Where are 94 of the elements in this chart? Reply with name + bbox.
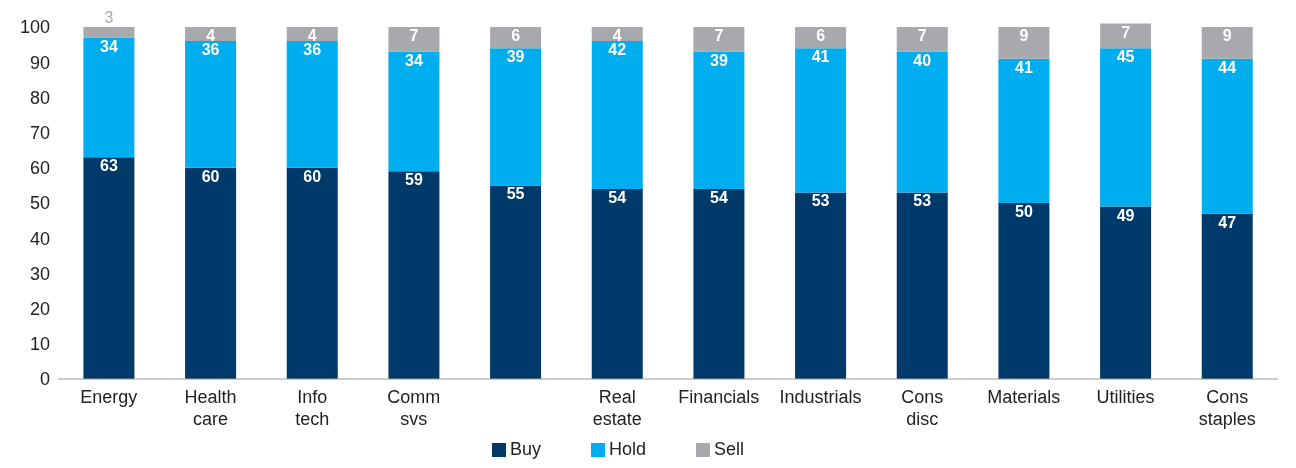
- bar: [1100, 23, 1152, 49]
- data-label: 54: [608, 188, 627, 206]
- data-label: 50: [1015, 203, 1033, 221]
- bar: [185, 167, 237, 379]
- bar: [388, 27, 440, 52]
- bar: [286, 41, 338, 168]
- data-label: 9: [1019, 27, 1029, 45]
- bar: [693, 51, 745, 189]
- y-tick-label: 60: [29, 158, 50, 179]
- bar: [795, 48, 847, 193]
- data-label: 47: [1218, 213, 1237, 231]
- bar: [388, 51, 440, 172]
- y-tick-label: 90: [29, 52, 50, 73]
- bar: [185, 41, 237, 168]
- data-label: 39: [710, 51, 728, 69]
- y-tick-label: 100: [19, 17, 50, 38]
- y-tick-label: 50: [29, 193, 50, 214]
- bar: [490, 48, 542, 186]
- data-label: 34: [100, 37, 118, 55]
- legend-label: Sell: [714, 439, 745, 459]
- data-label: 41: [1015, 58, 1033, 76]
- bar: [388, 171, 440, 379]
- bar: [1100, 206, 1152, 379]
- bar: [896, 27, 948, 52]
- bar: [998, 27, 1050, 59]
- data-label: 53: [913, 192, 932, 210]
- y-tick-label: 80: [29, 87, 50, 108]
- x-tick-label: Materials: [987, 387, 1061, 407]
- x-tick-label: Cons staples: [1198, 387, 1256, 429]
- bar: [795, 192, 847, 379]
- data-label: 7: [1121, 23, 1131, 41]
- data-label: 63: [100, 157, 118, 175]
- x-tick-label: Comm svs: [387, 387, 441, 429]
- data-label: 3: [104, 9, 114, 27]
- data-label: 34: [405, 51, 423, 69]
- bar: [286, 27, 338, 42]
- data-label: 60: [201, 167, 220, 185]
- legend-label: Buy: [509, 439, 541, 459]
- bar: [83, 37, 135, 158]
- x-tick-label: Utilities: [1096, 387, 1155, 407]
- data-label: 42: [608, 41, 627, 59]
- y-tick-label: 70: [29, 123, 50, 144]
- data-label: 45: [1116, 48, 1135, 66]
- x-tick-label: Real estate: [592, 387, 642, 429]
- bar: [591, 188, 643, 379]
- x-tick-label: Financials: [678, 387, 760, 407]
- data-label: 7: [409, 27, 419, 45]
- bar: [693, 188, 745, 379]
- bar: [1201, 58, 1253, 214]
- bar: [591, 27, 643, 42]
- x-tick-label: Industrials: [779, 387, 862, 407]
- data-label: 55: [506, 185, 525, 203]
- bar: [490, 27, 542, 49]
- data-label: 41: [811, 48, 830, 66]
- bar: [490, 185, 542, 379]
- y-tick-label: 30: [29, 263, 50, 284]
- x-tick-label: Info tech: [295, 387, 330, 429]
- legend-label: Hold: [608, 439, 647, 459]
- data-label: 9: [1222, 27, 1232, 45]
- bar: [286, 167, 338, 379]
- data-label: 36: [303, 41, 322, 59]
- bar: [896, 51, 948, 193]
- data-label: 6: [816, 27, 826, 45]
- bar: [1201, 213, 1253, 379]
- data-label: 40: [913, 51, 932, 69]
- y-tick-label: 20: [29, 299, 50, 319]
- data-label: 60: [303, 167, 322, 185]
- bar: [795, 27, 847, 49]
- data-label: 39: [506, 48, 525, 66]
- bar: [591, 41, 643, 189]
- data-label: 53: [811, 192, 830, 210]
- bar: [83, 27, 135, 38]
- x-tick-label: Cons disc: [901, 387, 944, 429]
- y-tick-label: 40: [29, 228, 50, 249]
- data-label: 49: [1116, 206, 1135, 224]
- data-label: 36: [201, 41, 220, 59]
- y-tick-label: 0: [39, 369, 50, 390]
- bar: [1201, 27, 1253, 59]
- bar: [998, 203, 1050, 379]
- x-tick-label: Energy: [80, 387, 138, 407]
- bar: [83, 157, 135, 379]
- y-tick-label: 10: [29, 334, 50, 355]
- x-tick-label: Health care: [184, 387, 237, 429]
- bar: [693, 27, 745, 52]
- data-label: 7: [917, 27, 927, 45]
- data-label: 7: [714, 27, 724, 45]
- bar: [1100, 48, 1152, 207]
- data-label: 44: [1218, 58, 1237, 76]
- bar: [185, 27, 237, 42]
- data-label: 54: [710, 188, 728, 206]
- bar: [998, 58, 1050, 204]
- data-label: 59: [405, 171, 423, 189]
- bar: [896, 192, 948, 379]
- data-label: 6: [511, 27, 521, 45]
